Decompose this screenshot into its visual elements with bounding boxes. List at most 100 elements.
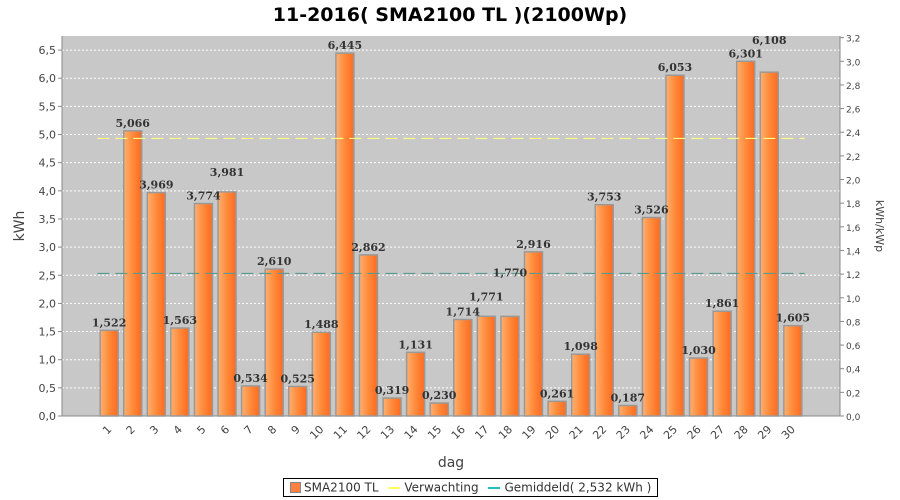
bar-value-label: 1,522 [92, 316, 126, 329]
bar-value-label: 0,187 [611, 391, 645, 404]
legend-swatch-sma2100 [290, 482, 301, 493]
y-tick-label: 5,0 [39, 129, 57, 142]
y2-tick-label: 1,6 [846, 224, 861, 234]
x-axis-label: dag [438, 455, 464, 471]
bar-value-label: 0,319 [375, 384, 409, 397]
y2-tick-label: 0,4 [846, 366, 861, 376]
y2-tick-label: 0,2 [846, 389, 860, 399]
y-tick-label: 2,0 [39, 297, 57, 310]
bar [570, 353, 591, 417]
x-tick-label: 6 [218, 423, 232, 437]
bar-value-label: 2,862 [351, 241, 385, 254]
y2-tick-label: 0,0 [846, 413, 861, 423]
y-tick-label: 0,5 [39, 382, 57, 395]
bar [735, 60, 756, 417]
y2-tick-label: 2,6 [846, 106, 861, 116]
bar [453, 318, 473, 417]
bar [311, 331, 332, 417]
legend-swatch-gemiddeld [488, 486, 501, 489]
bar [405, 351, 426, 417]
bar-value-label: 0,230 [422, 389, 457, 402]
x-tick-label: 7 [242, 423, 256, 437]
y2-tick-label: 2,8 [846, 82, 861, 92]
bar-value-label: 5,066 [116, 117, 151, 130]
y2-tick-label: 1,4 [846, 247, 861, 257]
y-tick-label: 6,0 [39, 72, 57, 85]
bar [665, 74, 685, 417]
x-tick-label: 19 [520, 423, 539, 442]
y2-tick-label: 1,0 [846, 295, 861, 305]
y-tick-label: 4,0 [39, 185, 57, 198]
bar-value-label: 3,753 [587, 191, 621, 204]
x-tick-label: 15 [425, 423, 444, 442]
bar [170, 327, 190, 417]
chart-title: 11-2016( SMA2100 TL )(2100Wp) [272, 4, 628, 26]
bar-value-label: 6,301 [728, 47, 762, 60]
bar [288, 385, 308, 417]
bar-value-label: 2,610 [257, 255, 292, 268]
bar-value-label: 1,605 [776, 312, 810, 325]
legend-swatch-verwachting [388, 486, 401, 489]
bar [688, 357, 709, 417]
y2-tick-label: 2,0 [846, 177, 861, 187]
x-tick-label: 22 [590, 423, 609, 442]
bar-value-label: 6,053 [658, 61, 692, 74]
bar-value-label: 0,525 [281, 372, 315, 385]
y2-tick-label: 3,0 [846, 58, 861, 68]
bar-value-label: 3,526 [634, 203, 669, 216]
bar [240, 385, 261, 417]
bar [618, 404, 638, 417]
y2-tick-label: 1,8 [846, 200, 861, 210]
bar-value-label: 6,108 [752, 34, 787, 47]
x-tick-label: 13 [378, 423, 397, 442]
x-tick-label: 3 [147, 423, 161, 437]
bar-value-label: 1,563 [163, 314, 197, 327]
y2-tick-label: 3,2 [846, 35, 860, 45]
bar [146, 191, 167, 417]
x-tick-label: 23 [614, 423, 633, 442]
x-tick-label: 26 [685, 423, 704, 442]
bar [500, 315, 520, 417]
y2-tick-label: 2,4 [846, 129, 861, 139]
legend: SMA2100 TL Verwachting Gemiddeld( 2,532 … [283, 478, 659, 497]
x-tick-label: 9 [289, 423, 303, 437]
x-tick-label: 11 [331, 423, 350, 442]
x-tick-label: 21 [567, 423, 586, 442]
x-tick-label: 30 [779, 423, 798, 442]
bar-value-label: 1,131 [398, 338, 432, 351]
y2-tick-label: 0,8 [846, 318, 861, 328]
legend-sma2100: SMA2100 TL [304, 480, 379, 495]
y-tick-label: 3,0 [39, 241, 57, 254]
bar [783, 324, 803, 417]
y-tick-label: 1,0 [39, 354, 57, 367]
x-tick-label: 27 [708, 423, 727, 442]
x-tick-label: 16 [449, 423, 468, 442]
x-tick-label: 20 [543, 423, 562, 442]
bar [382, 397, 402, 417]
x-tick-label: 28 [732, 423, 751, 442]
bar [335, 52, 355, 417]
bar-value-label: 6,445 [328, 39, 362, 52]
x-tick-label: 10 [307, 423, 326, 442]
bar-value-label: 1,771 [469, 290, 503, 303]
bar [712, 310, 732, 417]
y2-tick-label: 2,2 [846, 153, 860, 163]
x-tick-label: 18 [496, 423, 515, 442]
x-tick-label: 2 [124, 423, 138, 437]
x-tick-label: 29 [755, 423, 774, 442]
bar [358, 254, 379, 417]
bar-value-label: 1,488 [304, 318, 339, 331]
x-tick-label: 4 [171, 423, 185, 437]
y-tick-label: 3,5 [39, 213, 57, 226]
x-tick-label: 24 [637, 423, 656, 442]
bar-value-label: 0,534 [233, 372, 268, 385]
y2-tick-label: 0,6 [846, 342, 861, 352]
bar-value-label: 1,861 [705, 297, 739, 310]
legend-gemiddeld: Gemiddeld( 2,532 kWh ) [504, 480, 652, 495]
y-axis-label: kWh [12, 211, 28, 242]
bar-value-label: 3,981 [210, 166, 244, 179]
bar [193, 202, 214, 417]
x-tick-label: 25 [661, 423, 680, 442]
y2-tick-label: 1,2 [846, 271, 860, 281]
